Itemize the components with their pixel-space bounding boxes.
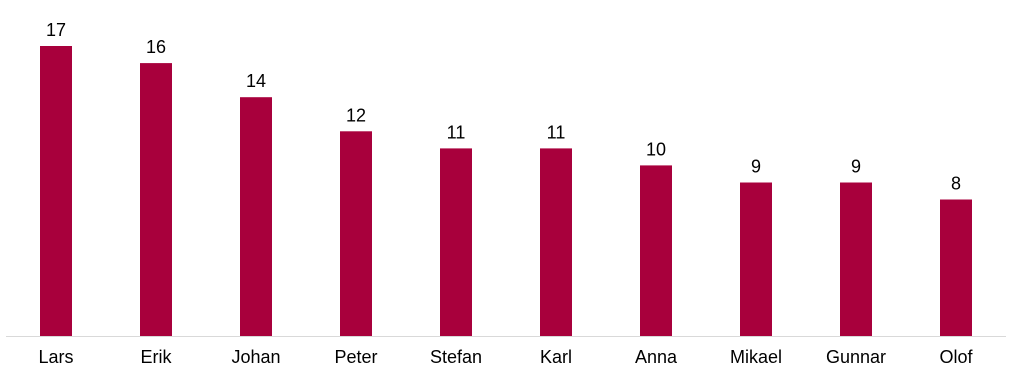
value-labels-group: 17 16 14 12 11 11 10 9 9 8: [46, 20, 961, 194]
bar-lars: [40, 46, 72, 336]
bar-olof: [940, 199, 972, 336]
value-label-lars: 17: [46, 20, 66, 40]
bar-gunnar: [840, 182, 872, 336]
category-label-erik: Erik: [141, 347, 173, 367]
category-label-gunnar: Gunnar: [826, 347, 886, 367]
category-label-lars: Lars: [38, 347, 73, 367]
category-label-stefan: Stefan: [430, 347, 482, 367]
category-label-anna: Anna: [635, 347, 678, 367]
value-label-mikael: 9: [751, 157, 761, 177]
bar-anna: [640, 165, 672, 336]
bar-mikael: [740, 182, 772, 336]
category-label-johan: Johan: [231, 347, 280, 367]
bar-stefan: [440, 148, 472, 336]
value-label-stefan: 11: [447, 122, 466, 142]
category-label-mikael: Mikael: [730, 347, 782, 367]
value-label-anna: 10: [646, 139, 666, 159]
value-label-peter: 12: [346, 105, 366, 125]
value-label-karl: 11: [547, 122, 566, 142]
value-label-johan: 14: [246, 71, 266, 91]
bars-group: [40, 46, 972, 336]
bar-erik: [140, 63, 172, 336]
category-labels-group: Lars Erik Johan Peter Stefan Karl Anna Mikael Gu…: [38, 347, 973, 367]
value-label-erik: 16: [146, 37, 166, 57]
value-label-gunnar: 9: [851, 157, 861, 177]
bar-karl: [540, 148, 572, 336]
bar-peter: [340, 131, 372, 336]
bar-johan: [240, 97, 272, 336]
value-label-olof: 8: [951, 174, 961, 194]
category-label-olof: Olof: [939, 347, 973, 367]
category-label-peter: Peter: [334, 347, 377, 367]
category-label-karl: Karl: [540, 347, 572, 367]
